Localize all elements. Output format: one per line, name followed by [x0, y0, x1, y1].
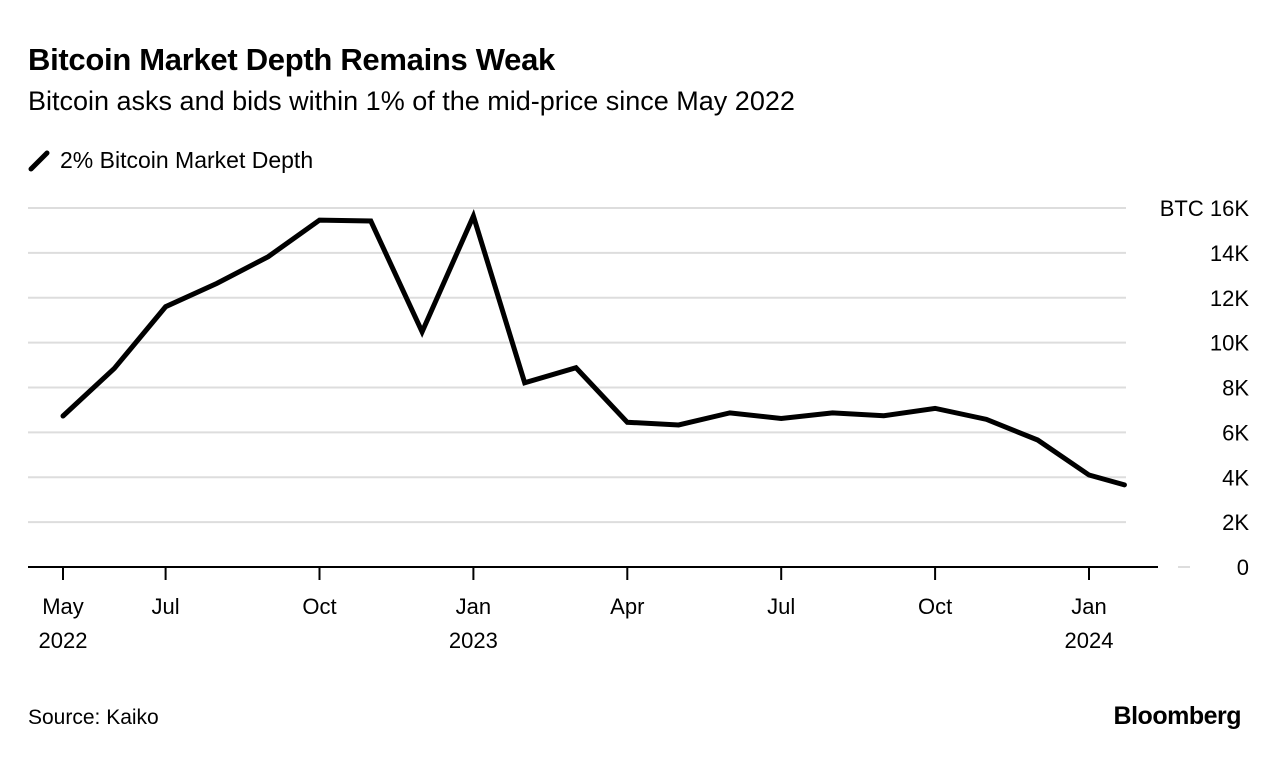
- bloomberg-logo: Bloomberg: [1113, 702, 1242, 730]
- legend: 2% Bitcoin Market Depth: [28, 147, 313, 174]
- y-tick-label: 12K: [1210, 286, 1249, 311]
- legend-line-icon: [28, 150, 50, 171]
- y-tick-label: 14K: [1210, 241, 1249, 266]
- y-tick-label: 6K: [1222, 420, 1249, 445]
- y-tick-label: 8K: [1222, 376, 1249, 401]
- line-chart: 0 2K 4K 6K 8K 10K 12K 14K BTC 16K May 2022 Jul Oct Ja…: [28, 196, 1250, 653]
- y-tick-label: 0: [1237, 555, 1249, 580]
- legend-label: 2% Bitcoin Market Depth: [60, 147, 314, 173]
- y-tick-label: 4K: [1222, 465, 1249, 490]
- x-tick-label: Jan: [1071, 594, 1106, 619]
- y-tick-label: 2K: [1222, 510, 1249, 535]
- x-tick-label: Oct: [918, 594, 952, 619]
- x-tick-label: Jul: [767, 594, 795, 619]
- x-tick-label: Jul: [152, 594, 180, 619]
- x-tick-year-label: 2023: [449, 628, 498, 653]
- y-tick-label: BTC 16K: [1160, 196, 1250, 221]
- y-tick-label: 10K: [1210, 331, 1249, 356]
- chart-title: Bitcoin Market Depth Remains Weak: [28, 42, 555, 77]
- x-tick-year-label: 2022: [39, 628, 88, 653]
- x-tick-year-label: 2024: [1065, 628, 1114, 653]
- x-tick-label: May: [42, 594, 84, 619]
- source-note: Source: Kaiko: [28, 706, 159, 729]
- x-tick-label: Oct: [302, 594, 336, 619]
- x-tick-label: Jan: [456, 594, 491, 619]
- series-line: [60, 208, 1127, 488]
- chart-subtitle: Bitcoin asks and bids within 1% of the m…: [28, 86, 795, 116]
- x-tick-label: Apr: [610, 594, 644, 619]
